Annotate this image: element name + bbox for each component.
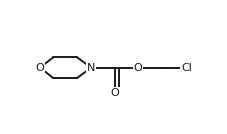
Text: O: O — [133, 63, 142, 73]
Text: O: O — [35, 63, 44, 73]
Text: Cl: Cl — [180, 63, 191, 73]
Text: N: N — [87, 63, 95, 73]
Text: O: O — [110, 88, 119, 98]
